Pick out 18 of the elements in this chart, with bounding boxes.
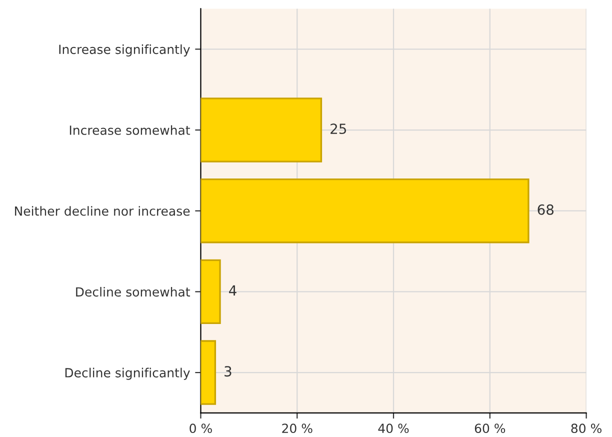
x-tick-label: 20 %: [282, 424, 312, 434]
data-label: 4: [229, 285, 236, 296]
y-tick-label: Decline significantly: [65, 368, 190, 380]
data-label: 3: [224, 366, 232, 377]
bar: [200, 178, 530, 244]
y-tick-label: Neither decline nor increase: [15, 206, 190, 216]
x-tick-label: 80 %: [571, 424, 602, 434]
bar: [200, 259, 221, 324]
x-tick-label: 40 %: [378, 424, 409, 434]
bar: [200, 340, 216, 405]
x-tick-label: 60 %: [474, 424, 506, 434]
data-label: 25: [330, 124, 346, 134]
y-tick-label: Increase significantly: [59, 44, 190, 57]
x-tick-label: 0 %: [190, 424, 212, 434]
data-label: 68: [538, 204, 554, 215]
y-tick-label: Increase somewhat: [70, 125, 190, 135]
y-tick-label: Decline somewhat: [76, 286, 190, 297]
bar: [200, 98, 322, 162]
